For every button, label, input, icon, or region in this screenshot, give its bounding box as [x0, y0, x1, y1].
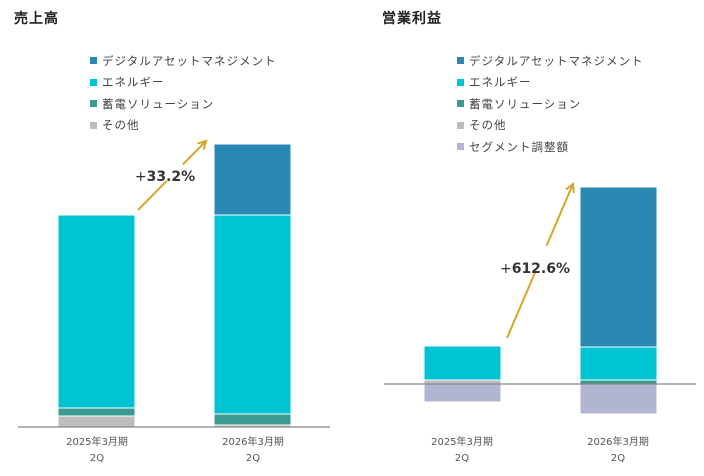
bar-segment-energy — [57, 214, 136, 409]
x-tick-label-line: 2026年3月期 — [587, 437, 649, 448]
bar-segment-adjustment — [423, 383, 502, 403]
bar-segment-adjustment — [579, 383, 658, 415]
x-tick-label-line: 2Q — [610, 453, 626, 464]
x-tick-label-line: 2Q — [245, 453, 261, 464]
x-tick-label: 2025年3月期 2Q — [42, 435, 152, 467]
legend-item: 蓄電ソリューション — [90, 93, 277, 115]
bar-segment-other — [57, 415, 136, 428]
legend-swatch — [457, 100, 464, 108]
legend-swatch — [90, 78, 97, 86]
legend-item: セグメント調整額 — [457, 136, 644, 158]
legend-label: その他 — [102, 118, 140, 133]
operating-profit-chart: +612.6% — [384, 182, 696, 415]
x-tick-label: 2026年3月期 2Q — [198, 435, 308, 467]
legend-item: 蓄電ソリューション — [457, 93, 644, 115]
legend-swatch — [90, 100, 97, 108]
legend-label: エネルギー — [102, 75, 165, 90]
legend-label: 蓄電ソリューション — [469, 96, 582, 111]
bar-segment-digital — [579, 186, 658, 348]
x-tick-label-line: 2Q — [454, 453, 470, 464]
sales-panel: 売上高 デジタルアセットマネジメント エネルギー蓄電ソリューション その他 +33.… — [14, 11, 330, 467]
x-tick-label-line: 2026年3月期 — [222, 437, 284, 448]
bar-segment-energy — [579, 346, 658, 381]
legend-swatch — [457, 121, 464, 129]
growth-rate-label: +33.2% — [135, 169, 195, 185]
legend-label: デジタルアセットマネジメント — [469, 53, 644, 68]
x-tick-label: 2026年3月期 2Q — [563, 435, 673, 467]
sales-legend: デジタルアセットマネジメント エネルギー蓄電ソリューション その他 — [90, 50, 277, 136]
legend-swatch — [457, 143, 464, 151]
legend-label: エネルギー — [469, 75, 532, 90]
operating-profit-chart-title: 営業利益 — [382, 11, 442, 27]
legend-item: エネルギー — [90, 72, 277, 94]
legend-item: デジタルアセットマネジメント — [90, 50, 277, 72]
legend-swatch — [457, 57, 464, 65]
x-tick-label-line: 2Q — [89, 453, 105, 464]
sales-chart: +33.2% — [18, 139, 330, 428]
x-tick-label-line: 2025年3月期 — [431, 437, 493, 448]
x-tick-label-line: 2025年3月期 — [66, 437, 128, 448]
growth-arrow — [506, 182, 575, 339]
legend-label: その他 — [469, 118, 507, 133]
legend-item: その他 — [457, 115, 644, 137]
bar-segment-energy — [213, 214, 292, 415]
growth-rate-label: +612.6% — [500, 261, 570, 277]
bar-segment-storage — [57, 407, 136, 417]
x-tick-label: 2025年3月期 2Q — [407, 435, 517, 467]
legend-swatch — [457, 78, 464, 86]
legend-item: デジタルアセットマネジメント — [457, 50, 644, 72]
legend-label: デジタルアセットマネジメント — [102, 53, 277, 68]
legend-swatch — [90, 121, 97, 129]
legend-label: セグメント調整額 — [469, 139, 569, 154]
bar-segment-digital — [213, 143, 292, 216]
bar-segment-energy — [423, 345, 502, 381]
legend-label: 蓄電ソリューション — [102, 96, 215, 111]
sales-chart-title: 売上高 — [14, 11, 59, 27]
operating-profit-legend: デジタルアセットマネジメント エネルギー蓄電ソリューション その他セグメント調整額 — [457, 50, 644, 158]
legend-item: その他 — [90, 115, 277, 137]
legend-item: エネルギー — [457, 72, 644, 94]
growth-arrow — [137, 139, 208, 211]
legend-swatch — [90, 57, 97, 65]
operating-profit-panel: 営業利益 デジタルアセットマネジメント エネルギー蓄電ソリューション その他セグメン… — [370, 0, 704, 476]
bar-segment-storage — [213, 413, 292, 426]
